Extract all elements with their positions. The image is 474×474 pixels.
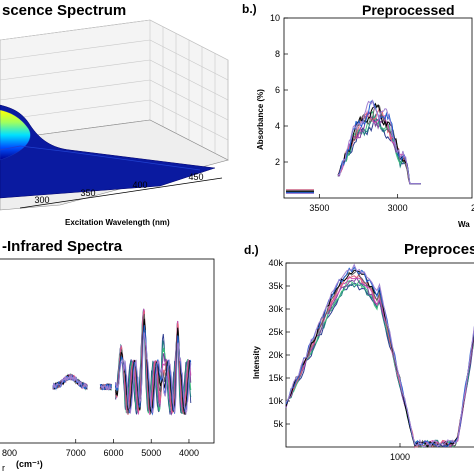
panel-b-series-line: [337, 99, 421, 185]
panel-d-y-tick-label: 25k: [268, 327, 283, 337]
panel-b-label: b.): [242, 2, 257, 16]
panel-d-plot: 5k10k15k20k25k30k35k40k1000150: [268, 258, 474, 462]
panel-b-x-tick-label: 25: [471, 203, 474, 213]
panel-d-y-tick-label: 30k: [268, 304, 283, 314]
panel-c-x-tick-label: 7000: [66, 448, 86, 458]
panel-c-x-tick-label: 6000: [103, 448, 123, 458]
panel-a-gridline: [0, 19, 151, 41]
panel-d-y-tick-label: 40k: [268, 258, 283, 268]
panel-d-series-line: [285, 263, 474, 448]
panel-d-y-tick-label: 10k: [268, 396, 283, 406]
panel-a-x-axis: [19, 177, 223, 209]
panel-a-surface-base: [0, 104, 216, 199]
panel-a: scence Spectrum 300 350 400 450 Excitation …: [0, 0, 230, 235]
panel-a-xlabel: Excitation Wavelength (nm): [65, 218, 170, 227]
panel-b-plot: 2 4 6 8 10 3500 3000 25: [270, 13, 474, 213]
panel-c-x-tick-label-partial: 800: [2, 448, 17, 458]
panel-a-gridline: [0, 59, 151, 81]
panel-a-gridline: [0, 99, 151, 121]
panel-d-label: d.): [244, 243, 259, 257]
panel-d-title: Preprocess: [404, 241, 474, 258]
panel-c-frame: [0, 258, 215, 444]
panel-a-gridline: [0, 39, 151, 61]
panel-d-y-tick-label: 5k: [273, 419, 283, 429]
panel-a-x-tick-label: 450: [188, 172, 203, 182]
panel-c-series-line: [114, 332, 192, 415]
panel-b-y-tick-label: 6: [275, 85, 280, 95]
panel-c-title: -Infrared Spectra: [2, 238, 123, 255]
panel-b-x-tick-label: 3000: [388, 203, 408, 213]
panel-a-x-tick-label: 400: [132, 180, 147, 190]
panel-c-series-line: [114, 325, 192, 416]
panel-c: -Infrared Spectra 7000 6000 5000 4000 800 r (…: [0, 237, 232, 474]
panel-b-frame: [283, 17, 473, 199]
panel-b-title: Preprocessed: [362, 2, 455, 18]
panel-b-x-tick-label: 3500: [309, 203, 329, 213]
panel-d-series-line: [285, 282, 474, 448]
panel-d-x-tick-label: 1000: [390, 452, 410, 462]
panel-b-xlabel: Wa: [458, 220, 470, 229]
panel-c-x-tick-label: 5000: [141, 448, 161, 458]
panel-a-gridline: [0, 79, 151, 101]
panel-c-x-tick-label: 4000: [179, 448, 199, 458]
panel-b: b.) Preprocessed Absorbance (%) 2 4 6 8 10 35…: [232, 0, 474, 235]
panel-c-series-line: [52, 374, 88, 390]
panel-a-x-tick-label: 350: [80, 188, 95, 198]
panel-a-surface-peak: [0, 109, 31, 161]
panel-a-gridline: [149, 19, 229, 61]
panel-a-title: scence Spectrum: [2, 2, 127, 19]
panel-a-surface-ridge: [0, 145, 201, 171]
panel-b-y-tick-label: 8: [275, 49, 280, 59]
panel-d-y-tick-label: 15k: [268, 373, 283, 383]
panel-c-plot: 7000 6000 5000 4000 800 r: [0, 258, 215, 473]
panel-d-y-tick-label: 35k: [268, 281, 283, 291]
panel-a-plot: 300 350 400 450: [0, 19, 229, 211]
panel-b-y-tick-label: 2: [275, 157, 280, 167]
panel-c-series-line: [100, 384, 112, 391]
panel-c-series-line: [114, 318, 192, 415]
panel-d-y-tick-label: 20k: [268, 350, 283, 360]
panel-d: d.) Preprocess Intensity 5k10k15k20k25k3…: [236, 237, 474, 474]
panel-c-x-unit-prefix: r: [2, 463, 5, 473]
panel-b-y-tick-label: 4: [275, 121, 280, 131]
panel-a-x-tick-label: 300: [34, 195, 49, 205]
panel-c-xlabel: (cm⁻¹): [16, 459, 43, 469]
panel-b-y-tick-label: 10: [270, 13, 280, 23]
